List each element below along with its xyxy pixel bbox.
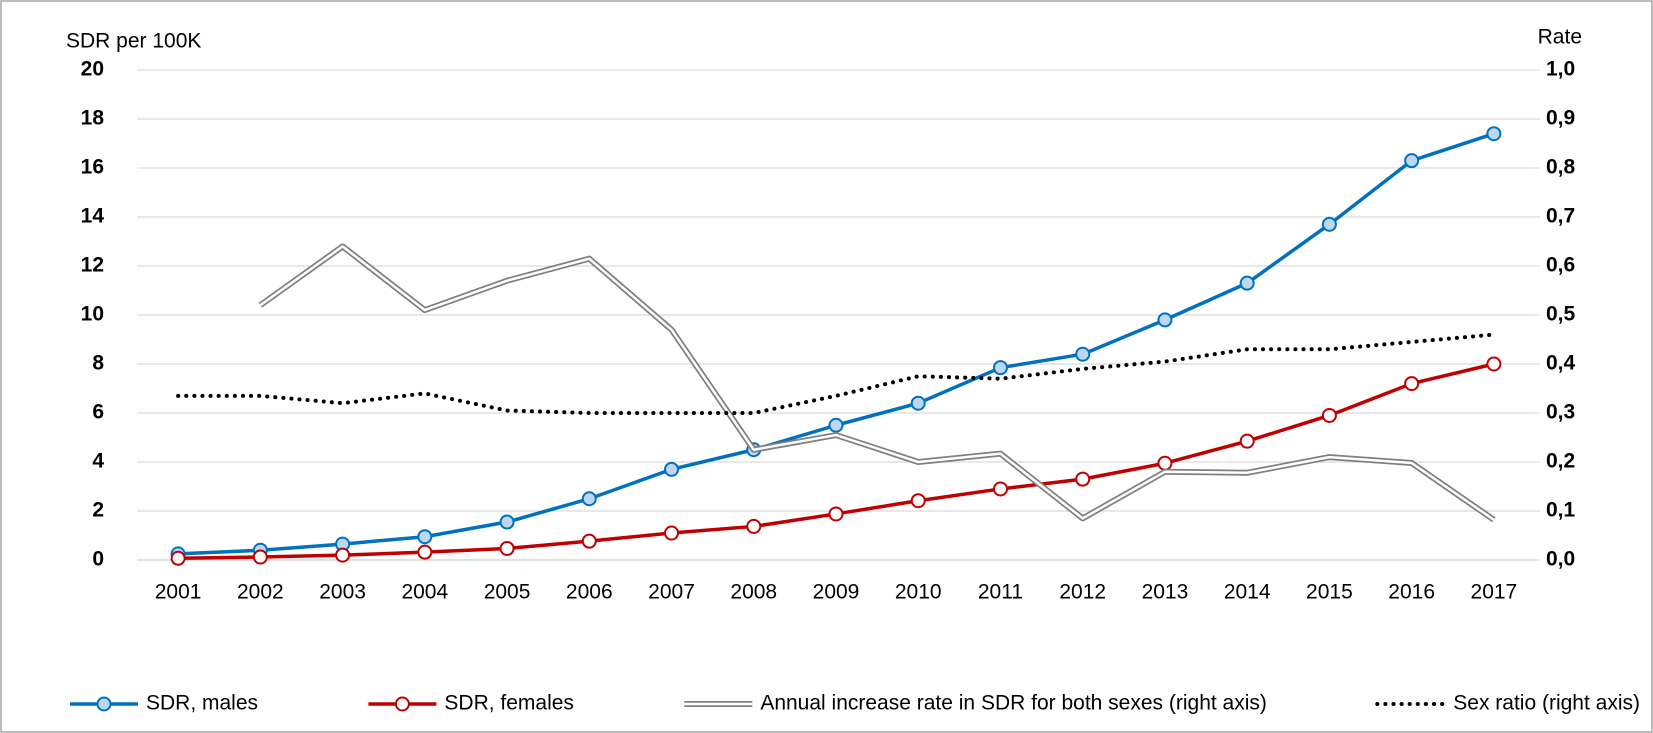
data-point	[1157, 312, 1173, 328]
x-tick-label: 2013	[1142, 581, 1189, 604]
data-point	[417, 544, 433, 560]
y2-tick-label: 0,6	[1546, 254, 1575, 277]
data-point	[664, 525, 680, 541]
data-point	[1075, 471, 1091, 487]
y-tick-label: 10	[81, 303, 104, 326]
legend-item: Sex ratio (right axis)	[1375, 692, 1640, 715]
x-tick-label: 2014	[1224, 581, 1271, 604]
legend-label: SDR, males	[146, 692, 258, 715]
legend-marker	[394, 696, 410, 712]
x-tick-label: 2008	[730, 581, 777, 604]
data-point	[992, 481, 1008, 497]
x-tick-label: 2010	[895, 581, 942, 604]
data-point	[992, 360, 1008, 376]
y-tick-label: 8	[92, 352, 104, 375]
data-point	[170, 550, 186, 566]
x-tick-label: 2005	[484, 581, 531, 604]
data-point	[910, 493, 926, 509]
y-tick-label: 2	[92, 499, 104, 522]
data-point	[1321, 216, 1337, 232]
y2-tick-label: 0,0	[1546, 548, 1575, 571]
x-tick-label: 2012	[1059, 581, 1106, 604]
data-point	[1239, 433, 1255, 449]
legend-marker	[96, 696, 112, 712]
y-axis-label: SDR per 100K	[66, 30, 201, 53]
y-tick-label: 16	[81, 156, 104, 179]
data-point	[1404, 153, 1420, 169]
legend-item: SDR, males	[70, 692, 258, 715]
data-point	[1157, 455, 1173, 471]
data-point	[1404, 376, 1420, 392]
legend-item: SDR, females	[368, 692, 574, 715]
data-point	[499, 540, 515, 556]
data-point	[664, 461, 680, 477]
y2-tick-label: 0,1	[1546, 499, 1576, 522]
y2-tick-label: 0,3	[1546, 401, 1575, 424]
y-tick-label: 14	[81, 205, 105, 228]
data-point	[581, 491, 597, 507]
data-point	[1075, 346, 1091, 362]
data-point	[1486, 126, 1502, 142]
y-tick-label: 12	[81, 254, 104, 277]
legend-label: Annual increase rate in SDR for both sex…	[760, 692, 1267, 715]
data-point	[335, 547, 351, 563]
y2-axis-label: Rate	[1538, 26, 1582, 49]
y-tick-label: 4	[92, 450, 104, 473]
data-point	[417, 529, 433, 545]
x-tick-label: 2002	[237, 581, 284, 604]
data-point	[1486, 356, 1502, 372]
legend-label: SDR, females	[444, 692, 574, 715]
data-point	[252, 549, 268, 565]
data-point	[1239, 275, 1255, 291]
data-point	[746, 518, 762, 534]
y2-tick-label: 0,9	[1546, 107, 1575, 130]
series-line-inner	[259, 245, 1495, 521]
x-tick-label: 2007	[648, 581, 695, 604]
data-point	[910, 395, 926, 411]
x-tick-label: 2011	[978, 581, 1023, 604]
y2-tick-label: 0,5	[1546, 303, 1576, 326]
y2-tick-label: 0,8	[1546, 156, 1576, 179]
x-tick-label: 2015	[1306, 581, 1353, 604]
x-tick-label: 2016	[1388, 581, 1435, 604]
series-line	[176, 332, 1496, 415]
y-tick-label: 0	[92, 548, 104, 571]
x-tick-label: 2017	[1471, 581, 1518, 604]
y-tick-label: 6	[92, 401, 104, 424]
y2-tick-label: 0,4	[1546, 352, 1576, 375]
x-tick-label: 2004	[401, 581, 448, 604]
y-tick-label: 18	[81, 107, 105, 130]
data-point	[581, 533, 597, 549]
y-tick-label: 20	[81, 58, 104, 81]
y2-tick-label: 0,2	[1546, 450, 1575, 473]
data-point	[1321, 407, 1337, 423]
x-tick-label: 2006	[566, 581, 613, 604]
data-point	[828, 417, 844, 433]
x-tick-label: 2003	[319, 581, 366, 604]
data-point	[499, 514, 515, 530]
legend-item: Annual increase rate in SDR for both sex…	[684, 692, 1267, 715]
legend-label: Sex ratio (right axis)	[1453, 692, 1640, 715]
y2-tick-label: 1,0	[1546, 58, 1575, 81]
y2-tick-label: 0,7	[1546, 205, 1575, 228]
x-tick-label: 2001	[155, 581, 202, 604]
x-tick-label: 2009	[813, 581, 860, 604]
data-point	[828, 506, 844, 522]
